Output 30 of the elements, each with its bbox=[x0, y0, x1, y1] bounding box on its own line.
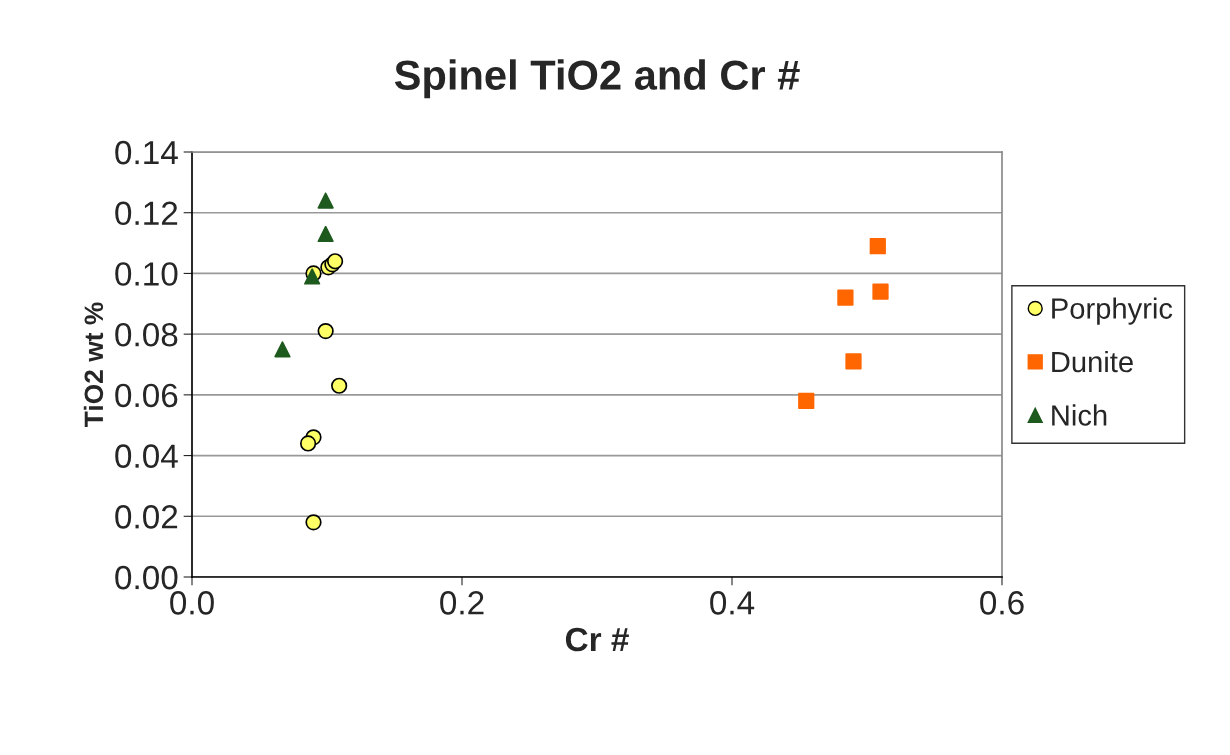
point bbox=[869, 237, 886, 255]
y-tick-label: 0.14 bbox=[115, 140, 178, 165]
point bbox=[798, 392, 815, 410]
y-tick-label: 0.04 bbox=[115, 444, 178, 468]
y-tick-label: 0.00 bbox=[115, 565, 178, 590]
legend-label: Nich bbox=[1052, 404, 1107, 426]
y-tick-label: 0.06 bbox=[115, 383, 178, 408]
point bbox=[305, 514, 322, 531]
y-axis-title: TiO2 wt % bbox=[83, 302, 104, 428]
y-tick-label: 0.08 bbox=[115, 322, 178, 347]
point bbox=[299, 435, 317, 452]
legend-label: Dunite bbox=[1052, 350, 1133, 373]
point bbox=[837, 289, 854, 306]
chart-title: Spinel TiO2 and Cr # bbox=[394, 59, 800, 99]
point bbox=[845, 353, 862, 370]
point bbox=[317, 225, 334, 243]
x-tick-label: 0.2 bbox=[440, 591, 484, 615]
point bbox=[274, 341, 291, 358]
point bbox=[317, 192, 334, 209]
y-tick-label: 0.10 bbox=[115, 262, 178, 286]
legend-label: Porphyric bbox=[1052, 297, 1173, 325]
x-axis-title: Cr # bbox=[565, 627, 629, 652]
point bbox=[317, 322, 334, 340]
point bbox=[872, 283, 889, 300]
x-tick-label: 0.6 bbox=[980, 591, 1024, 615]
point bbox=[331, 377, 348, 394]
x-tick-label: 0.4 bbox=[710, 591, 755, 615]
y-tick-label: 0.12 bbox=[115, 201, 178, 226]
y-tick-label: 0.02 bbox=[115, 505, 178, 529]
x-tick-label: 0.0 bbox=[170, 591, 214, 615]
